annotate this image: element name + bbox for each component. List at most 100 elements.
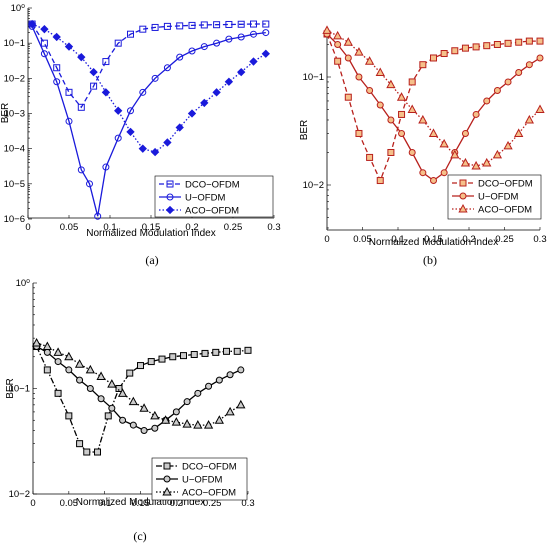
data-point — [101, 88, 111, 97]
data-point — [525, 37, 533, 45]
panel-a: 0 0.05 0.1 0.15 0.2 0.25 0.3 10−6 10−5 10−4 10−3 10… — [0, 3, 281, 267]
data-point — [237, 67, 246, 77]
data-point — [139, 25, 147, 33]
data-point — [504, 39, 512, 47]
data-point — [237, 20, 245, 28]
legend-label: DCO−OFDM — [478, 179, 533, 190]
data-point — [188, 21, 196, 29]
data-point — [482, 157, 492, 167]
data-point — [53, 347, 63, 356]
x-tick-label: 0.3 — [533, 234, 546, 245]
data-point — [183, 398, 191, 406]
legend-marker — [163, 475, 171, 483]
data-point — [200, 21, 208, 29]
data-point — [226, 371, 234, 379]
data-point — [407, 104, 417, 114]
data-point — [261, 49, 270, 58]
x-tick-label: 0.05 — [60, 222, 79, 233]
data-point — [102, 163, 110, 171]
y-tick-label: 10⁰ — [16, 278, 31, 289]
data-point — [163, 138, 172, 147]
data-point — [439, 138, 449, 148]
data-point — [64, 42, 74, 51]
data-point — [151, 23, 159, 31]
data-point — [354, 47, 364, 56]
data-point — [65, 412, 73, 420]
data-point — [524, 114, 534, 124]
series-square — [28, 20, 270, 111]
data-point — [396, 92, 407, 101]
data-point — [119, 416, 127, 424]
x-tick-label: 0.2 — [462, 234, 475, 245]
x-tick-label: 0.3 — [267, 222, 280, 233]
data-point — [193, 420, 203, 429]
data-point — [175, 123, 184, 132]
data-point — [104, 412, 112, 420]
data-point — [77, 166, 85, 174]
data-point — [139, 88, 147, 96]
data-point — [163, 22, 171, 30]
data-point — [398, 110, 406, 118]
data-point — [237, 366, 245, 374]
data-point — [126, 127, 135, 137]
data-point — [471, 160, 481, 170]
data-point — [376, 101, 384, 109]
data-point — [194, 389, 202, 397]
legend-marker — [459, 179, 467, 187]
data-point — [77, 103, 85, 111]
data-point — [525, 61, 533, 69]
data-point — [169, 353, 177, 361]
data-point — [535, 104, 545, 114]
y-tick-label: 10−4 — [4, 144, 25, 155]
data-point — [225, 406, 235, 416]
data-point — [128, 396, 138, 406]
data-point — [52, 32, 61, 42]
data-point — [451, 47, 459, 55]
data-point — [65, 88, 73, 96]
x-tick-label: 0.05 — [353, 234, 372, 245]
x-axis-title: Normalized Modulation Index — [76, 497, 206, 508]
data-point — [171, 417, 181, 426]
y-tick-label: 10−6 — [4, 214, 25, 225]
x-tick-label: 0.2 — [170, 498, 183, 509]
data-point — [85, 364, 95, 374]
y-tick-label: 10−2 — [9, 489, 30, 500]
data-point — [387, 116, 395, 124]
series-triangle — [31, 337, 246, 429]
series-diamond — [27, 19, 270, 157]
x-axis-title: Normalized Modulation Index — [86, 228, 216, 239]
data-point — [398, 129, 406, 137]
legend-marker — [163, 462, 171, 470]
data-point — [418, 114, 428, 124]
series-circle — [28, 22, 270, 220]
data-point — [76, 376, 84, 384]
x-tick-label: 0.15 — [131, 498, 150, 509]
data-point — [450, 149, 460, 159]
data-point — [440, 169, 448, 177]
data-point — [205, 382, 213, 390]
y-tick-label: 10⁰ — [11, 3, 26, 14]
series-line — [31, 26, 266, 217]
data-point — [344, 54, 352, 62]
y-tick-label: 10−2 — [303, 180, 324, 191]
x-tick-label: 0 — [25, 222, 30, 233]
legend-label: DCO−OFDM — [185, 180, 240, 191]
data-point — [250, 20, 257, 28]
x-tick-label: 0.1 — [391, 234, 404, 245]
series-circle — [323, 30, 544, 185]
data-point — [151, 424, 159, 432]
x-tick-label: 0.25 — [495, 234, 514, 245]
data-point — [461, 44, 469, 52]
x-axis-title: Normalized Modulation Index — [369, 237, 499, 248]
data-point — [322, 25, 332, 34]
data-point — [40, 25, 49, 34]
data-point — [366, 86, 374, 94]
y-tick-label: 10−1 — [4, 38, 25, 49]
x-tick-label: 0.2 — [185, 222, 198, 233]
data-point — [94, 212, 102, 220]
data-point — [375, 67, 385, 77]
data-point — [54, 358, 62, 366]
data-point — [364, 56, 375, 65]
data-point — [190, 351, 198, 359]
data-point — [160, 415, 171, 424]
